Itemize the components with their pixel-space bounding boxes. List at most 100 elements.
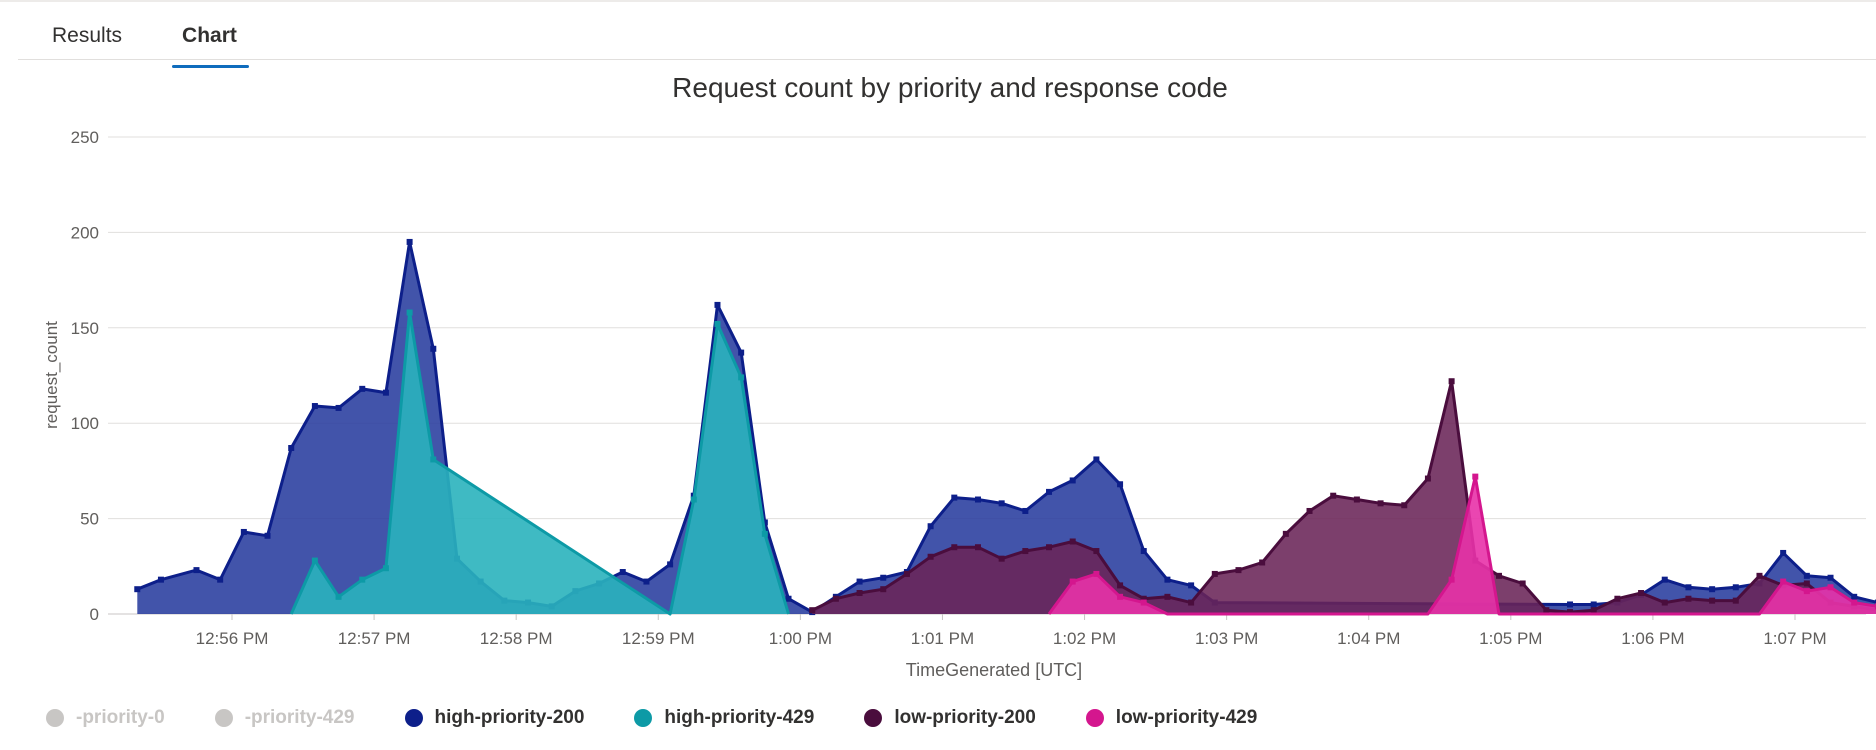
legend-item-priority-429[interactable]: -priority-429: [214, 707, 355, 729]
point-low-priority-200: [1401, 502, 1408, 509]
x-tick-label: 1:02 PM: [1053, 629, 1116, 648]
point-high-priority-200: [1827, 574, 1834, 581]
point-low-priority-429: [1472, 473, 1479, 480]
legend-label: -priority-0: [76, 707, 165, 728]
point-low-priority-200: [1661, 599, 1668, 606]
point-high-priority-200: [406, 238, 413, 245]
point-low-priority-200: [1756, 572, 1763, 579]
point-low-priority-200: [832, 595, 839, 602]
point-low-priority-200: [1424, 475, 1431, 482]
point-high-priority-200: [217, 576, 224, 583]
point-low-priority-200: [1306, 507, 1313, 514]
point-low-priority-200: [1353, 496, 1360, 503]
point-low-priority-429: [1448, 576, 1455, 583]
legend-label: low-priority-429: [1115, 707, 1258, 728]
point-high-priority-200: [240, 528, 247, 535]
chart-title: Request count by priority and response c…: [672, 72, 1228, 103]
point-low-priority-200: [903, 570, 910, 577]
point-high-priority-200: [359, 385, 366, 392]
legend-swatch: [214, 709, 233, 727]
point-high-priority-200: [157, 576, 164, 583]
point-low-priority-200: [1022, 548, 1029, 555]
point-low-priority-200: [1282, 530, 1289, 537]
legend-label: high-priority-429: [664, 707, 815, 728]
point-high-priority-200: [1567, 601, 1574, 608]
x-tick-label: 1:04 PM: [1337, 629, 1400, 648]
point-low-priority-200: [1164, 593, 1171, 600]
point-low-priority-200: [1117, 582, 1124, 589]
point-high-priority-200: [1046, 488, 1053, 495]
point-high-priority-200: [1685, 584, 1692, 591]
chart-legend: -priority-0 -priority-429 high-priority-20…: [46, 707, 1307, 729]
point-low-priority-200: [951, 544, 958, 551]
point-low-priority-200: [1590, 607, 1597, 614]
tab-chart[interactable]: Chart: [148, 14, 263, 68]
legend-item-high-priority-429[interactable]: high-priority-429: [634, 707, 814, 729]
point-low-priority-200: [1709, 597, 1716, 604]
point-low-priority-429: [1093, 570, 1100, 577]
point-high-priority-200: [856, 578, 863, 585]
point-low-priority-200: [856, 590, 863, 597]
point-high-priority-200: [1164, 576, 1171, 583]
point-high-priority-429: [359, 576, 366, 583]
point-high-priority-200: [193, 567, 200, 574]
x-tick-label: 12:58 PM: [480, 629, 553, 648]
point-low-priority-200: [1330, 492, 1337, 499]
point-high-priority-200: [1188, 582, 1195, 589]
point-low-priority-200: [1495, 572, 1502, 579]
top-border: [0, 0, 1876, 2]
point-low-priority-200: [974, 544, 981, 551]
legend-item-low-priority-429[interactable]: low-priority-429: [1085, 707, 1258, 729]
legend-label: low-priority-200: [894, 707, 1036, 728]
point-high-priority-200: [1093, 456, 1100, 463]
point-low-priority-200: [1685, 595, 1692, 602]
area-low-priority-429: [1049, 476, 1876, 614]
legend-item-high-priority-200[interactable]: high-priority-200: [404, 707, 585, 729]
point-high-priority-200: [714, 301, 721, 308]
point-high-priority-429: [382, 565, 389, 572]
x-tick-label: 12:56 PM: [196, 629, 269, 648]
point-high-priority-429: [738, 374, 745, 381]
point-low-priority-200: [1732, 597, 1739, 604]
point-low-priority-200: [1211, 570, 1218, 577]
point-low-priority-200: [1259, 559, 1266, 566]
point-high-priority-200: [643, 578, 650, 585]
point-low-priority-200: [1638, 590, 1645, 597]
point-low-priority-200: [1140, 595, 1147, 602]
point-high-priority-429: [761, 530, 768, 537]
point-low-priority-200: [1567, 609, 1574, 616]
point-high-priority-429: [406, 309, 413, 316]
point-low-priority-200: [1519, 580, 1526, 587]
point-high-priority-200: [1874, 599, 1876, 606]
x-tick-label: 1:00 PM: [769, 629, 832, 648]
legend-item-low-priority-200[interactable]: low-priority-200: [864, 707, 1036, 729]
legend-swatch: [634, 709, 653, 727]
point-low-priority-429: [1874, 603, 1876, 610]
point-high-priority-200: [1140, 548, 1147, 555]
legend-swatch: [1085, 709, 1104, 727]
point-high-priority-200: [1069, 477, 1076, 484]
line-high-priority-200: [136, 240, 1876, 614]
point-high-priority-200: [880, 574, 887, 581]
y-axis-label: request_count: [42, 321, 61, 429]
point-high-priority-200: [264, 532, 271, 539]
point-low-priority-429: [1851, 599, 1858, 606]
legend-label: high-priority-200: [434, 707, 585, 728]
point-low-priority-200: [1069, 538, 1076, 545]
legend-item-priority-0[interactable]: -priority-0: [46, 707, 165, 729]
point-high-priority-200: [927, 523, 934, 530]
point-high-priority-200: [1590, 601, 1597, 608]
point-low-priority-200: [1448, 378, 1455, 385]
point-high-priority-200: [619, 569, 626, 576]
point-low-priority-429: [1827, 584, 1834, 591]
point-low-priority-200: [1803, 580, 1810, 587]
point-high-priority-429: [714, 320, 721, 327]
y-tick-label: 150: [71, 319, 99, 338]
area-high-priority-429: [291, 312, 789, 614]
y-tick-label: 0: [90, 605, 99, 624]
tab-results[interactable]: Results: [52, 24, 123, 47]
legend-swatch: [46, 709, 64, 727]
x-tick-label: 1:06 PM: [1621, 629, 1684, 648]
point-high-priority-429: [335, 593, 342, 600]
x-tick-label: 12:57 PM: [338, 629, 411, 648]
